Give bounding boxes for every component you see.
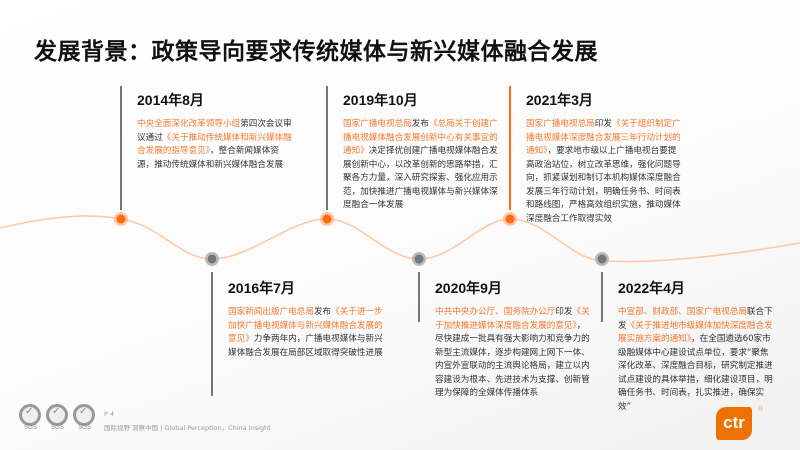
event-date: 2020年9月 (435, 280, 502, 296)
event-date: 2021年3月 (526, 92, 593, 108)
timeline-dot-2019 (320, 212, 334, 226)
registered-mark: ® (757, 405, 764, 413)
event-desc: 中宣部、财政部、国家广电视总局联合下发《关于推进地市级媒体加快深度融合发展实施方… (618, 307, 773, 412)
ctr-logo: ctr (716, 407, 752, 440)
timeline-dot-2022 (595, 252, 609, 266)
connector-line (509, 86, 511, 210)
event-desc: 中共中央办公厅、国务院办公厅印发《关于加快推进媒体深度融合发展的意见》，尽快建成… (435, 307, 590, 398)
footer-slogan: 国际视野 洞察中国 | Global Perception，China Insi… (104, 424, 271, 432)
connector-line (418, 272, 420, 322)
connector-line (120, 86, 122, 210)
event-desc: 中央全面深化改革领导小组第四次会议审议通过《关于推动传统媒体和新兴媒体融合发展的… (137, 119, 292, 170)
sgs-badge: SGS (72, 404, 97, 432)
sgs-badge: SGS (45, 404, 70, 432)
event-desc: 国家广播电视总局印发《关于组织制定广播电视媒体深度融合发展三年行动计划的通知》，… (526, 119, 681, 224)
event-2016: 2016年7月 国家新闻出版广电总局发布《关于进一步加快广播电视媒体与新兴媒体融… (228, 278, 386, 360)
timeline-dot-2016 (205, 252, 219, 266)
event-date: 2016年7月 (228, 280, 295, 296)
timeline-dot-2014 (114, 212, 128, 226)
timeline-dot-2020 (412, 252, 426, 266)
event-2021: 2021年3月 国家广播电视总局印发《关于组织制定广播电视媒体深度融合发展三年行… (526, 90, 684, 226)
sgs-badge-icon (73, 404, 95, 426)
sgs-badge-icon (46, 404, 68, 426)
page-title: 发展背景：政策导向要求传统媒体与新兴媒体融合发展 (34, 39, 598, 65)
event-desc: 国家新闻出版广电总局发布《关于进一步加快广播电视媒体与新兴媒体融合发展的意见》力… (228, 307, 383, 358)
connector-line (326, 86, 328, 210)
event-2014: 2014年8月 中央全面深化改革领导小组第四次会议审议通过《关于推动传统媒体和新… (137, 90, 295, 172)
connector-line (601, 272, 603, 322)
event-2019: 2019年10月 国家广播电视总局发布《总局关于创建广播电视媒体融合发展创新中心… (343, 90, 501, 213)
sgs-badge-icon (19, 404, 41, 426)
sgs-badge-label: SGS (78, 425, 91, 431)
event-2022: 2022年4月 中宣部、财政部、国家广电视总局联合下发《关于推进地市级媒体加快深… (618, 278, 776, 414)
timeline-dot-2021 (503, 212, 517, 226)
certification-badges: SGS SGS SGS (18, 404, 97, 432)
sgs-badge-label: SGS (51, 425, 64, 431)
connector-line (211, 272, 213, 396)
sgs-badge-label: SGS (24, 425, 37, 431)
event-desc: 国家广播电视总局发布《总局关于创建广播电视媒体融合发展创新中心有关事宜的通知》决… (343, 119, 498, 210)
sgs-badge: SGS (18, 404, 43, 432)
event-2020: 2020年9月 中共中央办公厅、国务院办公厅印发《关于加快推进媒体深度融合发展的… (435, 278, 593, 401)
event-date: 2014年8月 (137, 92, 204, 108)
page-number: P 4 (104, 410, 115, 418)
event-date: 2019年10月 (343, 92, 418, 108)
event-date: 2022年4月 (618, 280, 685, 296)
